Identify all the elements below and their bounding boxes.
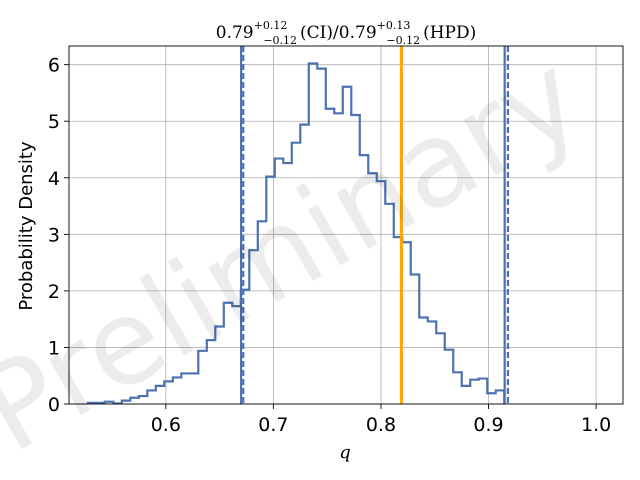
y-tick-label-1: 1 bbox=[48, 337, 60, 359]
y-tick-label-4: 4 bbox=[48, 168, 60, 190]
x-tick-label-4: 1.0 bbox=[581, 414, 611, 436]
histogram-step-line bbox=[86, 62, 506, 405]
x-axis-label: q bbox=[339, 442, 351, 463]
y-tick-label-6: 6 bbox=[48, 55, 60, 77]
chart-title: 0.79+0.12 −0.12 (CI)/0.79+0.13 −0.12 (HPD) bbox=[216, 19, 477, 47]
x-tick-label-2: 0.8 bbox=[366, 414, 396, 436]
watermark: Preliminary bbox=[0, 27, 603, 480]
x-tick-label-1: 0.7 bbox=[258, 414, 288, 436]
y-tick-label-5: 5 bbox=[48, 111, 60, 133]
y-axis-ticks: 0 1 2 3 4 5 6 bbox=[48, 55, 69, 416]
vertical-lines bbox=[240, 46, 509, 404]
x-tick-label-3: 0.9 bbox=[473, 414, 503, 436]
y-tick-label-2: 2 bbox=[48, 281, 60, 303]
x-tick-label-0: 0.6 bbox=[151, 414, 181, 436]
y-axis-label: Probability Density bbox=[16, 141, 37, 311]
x-axis-ticks: 0.6 0.7 0.8 0.9 1.0 bbox=[151, 404, 611, 436]
y-tick-label-0: 0 bbox=[48, 394, 60, 416]
plot-frame bbox=[68, 45, 624, 405]
y-tick-label-3: 3 bbox=[48, 224, 60, 246]
